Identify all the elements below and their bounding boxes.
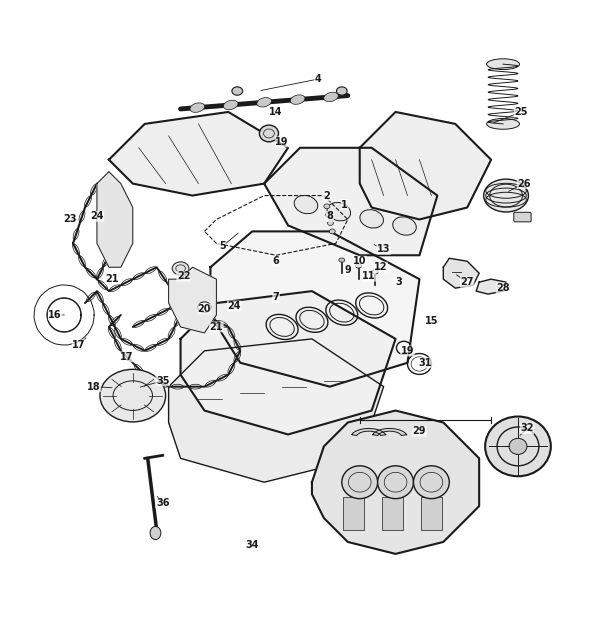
Text: 17: 17 bbox=[120, 352, 134, 362]
Text: 17: 17 bbox=[72, 340, 86, 350]
Ellipse shape bbox=[377, 466, 413, 499]
Text: 35: 35 bbox=[156, 375, 169, 386]
Text: 13: 13 bbox=[377, 244, 391, 255]
Text: 32: 32 bbox=[520, 423, 533, 433]
Ellipse shape bbox=[337, 87, 347, 95]
Text: 20: 20 bbox=[197, 304, 211, 314]
Text: 34: 34 bbox=[245, 540, 259, 550]
Polygon shape bbox=[312, 411, 479, 554]
Text: 21: 21 bbox=[209, 322, 223, 332]
Polygon shape bbox=[476, 279, 506, 294]
Text: 6: 6 bbox=[273, 256, 280, 266]
Polygon shape bbox=[169, 339, 383, 482]
Text: 24: 24 bbox=[90, 212, 104, 222]
Text: 29: 29 bbox=[413, 427, 426, 437]
Polygon shape bbox=[373, 428, 407, 435]
Ellipse shape bbox=[259, 125, 278, 142]
Ellipse shape bbox=[487, 118, 520, 129]
Ellipse shape bbox=[232, 87, 242, 95]
Ellipse shape bbox=[485, 416, 551, 476]
Polygon shape bbox=[264, 148, 437, 255]
Ellipse shape bbox=[342, 466, 377, 499]
Text: 36: 36 bbox=[156, 498, 169, 508]
Ellipse shape bbox=[294, 195, 318, 214]
Text: 31: 31 bbox=[419, 358, 432, 368]
Ellipse shape bbox=[190, 103, 205, 112]
Ellipse shape bbox=[324, 204, 330, 209]
Ellipse shape bbox=[172, 262, 189, 275]
Text: 4: 4 bbox=[314, 74, 321, 84]
Ellipse shape bbox=[223, 100, 238, 110]
Ellipse shape bbox=[484, 179, 529, 212]
Bar bbox=[343, 497, 364, 530]
Text: 11: 11 bbox=[362, 271, 376, 281]
Text: 27: 27 bbox=[460, 277, 474, 287]
Ellipse shape bbox=[509, 438, 527, 454]
Text: 19: 19 bbox=[401, 346, 414, 356]
Text: 10: 10 bbox=[353, 256, 367, 266]
Ellipse shape bbox=[290, 95, 305, 105]
Ellipse shape bbox=[326, 212, 332, 217]
Text: 26: 26 bbox=[517, 179, 531, 188]
Text: 15: 15 bbox=[425, 316, 438, 326]
Polygon shape bbox=[352, 428, 386, 435]
Text: 18: 18 bbox=[87, 382, 101, 392]
FancyBboxPatch shape bbox=[514, 212, 531, 222]
Ellipse shape bbox=[393, 217, 416, 235]
Polygon shape bbox=[169, 267, 217, 333]
Ellipse shape bbox=[413, 466, 449, 499]
Text: 9: 9 bbox=[344, 265, 351, 275]
Text: 16: 16 bbox=[49, 310, 62, 320]
Text: 12: 12 bbox=[374, 262, 388, 272]
Text: 1: 1 bbox=[341, 200, 348, 210]
Text: 14: 14 bbox=[269, 107, 283, 117]
Ellipse shape bbox=[339, 258, 345, 262]
Polygon shape bbox=[109, 112, 288, 195]
Text: 23: 23 bbox=[64, 214, 77, 224]
Text: 7: 7 bbox=[273, 292, 280, 302]
Text: 24: 24 bbox=[227, 301, 241, 311]
Polygon shape bbox=[97, 171, 133, 267]
Ellipse shape bbox=[198, 302, 211, 312]
Polygon shape bbox=[443, 258, 479, 288]
Ellipse shape bbox=[327, 202, 350, 221]
Polygon shape bbox=[181, 291, 395, 435]
Ellipse shape bbox=[360, 210, 383, 228]
Ellipse shape bbox=[329, 229, 335, 234]
Ellipse shape bbox=[257, 98, 271, 107]
Text: 2: 2 bbox=[323, 190, 330, 200]
Ellipse shape bbox=[487, 59, 520, 69]
Ellipse shape bbox=[328, 220, 334, 226]
Polygon shape bbox=[360, 112, 491, 219]
Ellipse shape bbox=[100, 369, 166, 422]
Text: 28: 28 bbox=[496, 283, 510, 293]
Bar bbox=[421, 497, 442, 530]
Ellipse shape bbox=[356, 264, 362, 268]
Text: 25: 25 bbox=[514, 107, 528, 117]
Bar bbox=[382, 497, 403, 530]
Ellipse shape bbox=[324, 92, 338, 101]
Ellipse shape bbox=[372, 270, 378, 274]
Text: 19: 19 bbox=[275, 137, 289, 147]
Text: 21: 21 bbox=[105, 274, 119, 284]
Text: 8: 8 bbox=[326, 212, 333, 222]
Ellipse shape bbox=[150, 527, 161, 539]
Polygon shape bbox=[211, 231, 419, 387]
Text: 5: 5 bbox=[219, 241, 226, 251]
Text: 3: 3 bbox=[395, 277, 402, 287]
Text: 22: 22 bbox=[177, 271, 190, 281]
